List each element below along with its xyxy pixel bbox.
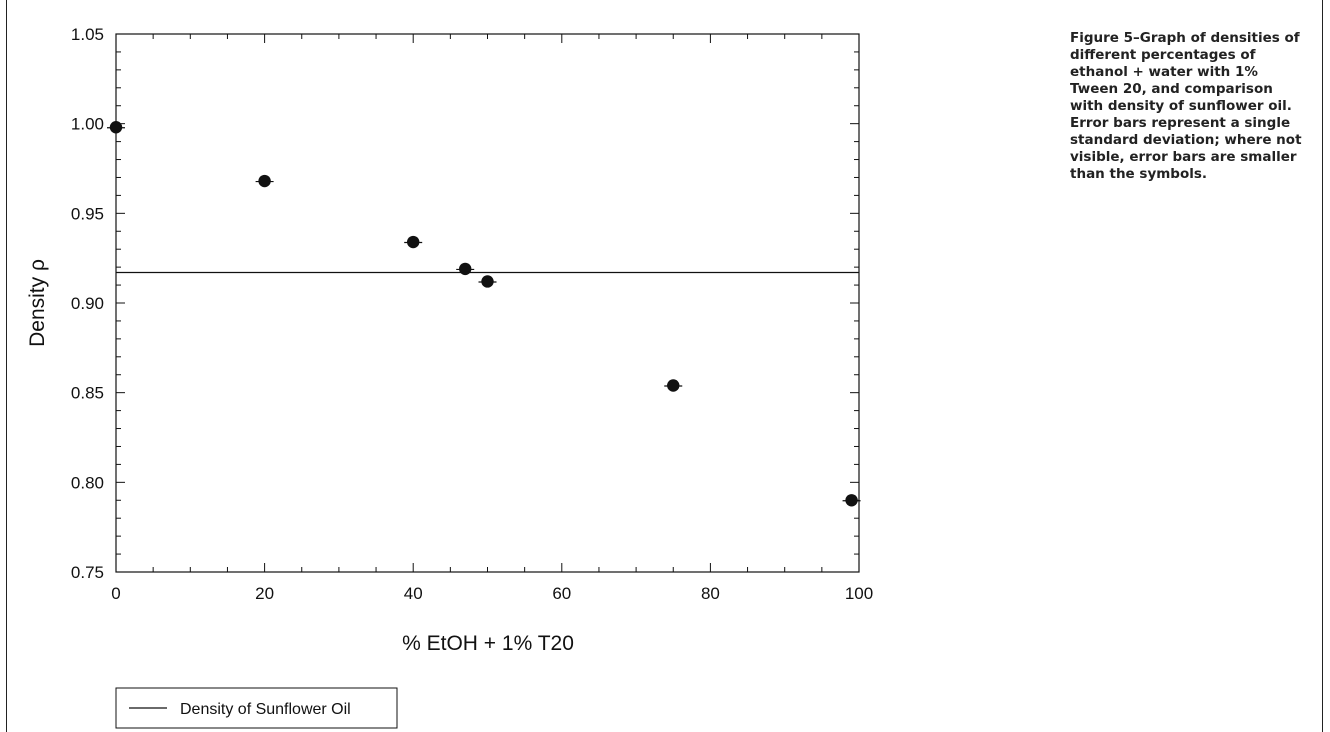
figure-frame	[6, 0, 1323, 732]
x-tick-label: 0	[111, 584, 120, 603]
y-tick-label: 0.90	[71, 294, 104, 313]
y-tick-label: 1.00	[71, 115, 104, 134]
density-chart: 0 20 40 60 80 100 0.75 0.80 0.85 0.90 0.95 1.00 1.05…	[26, 25, 873, 729]
y-axis-title: Density ρ	[26, 259, 49, 347]
data-point	[845, 494, 858, 507]
data-point	[481, 275, 494, 288]
legend: Density of Sunflower Oil	[115, 687, 398, 729]
y-tick-label: 0.75	[71, 563, 104, 582]
y-tick-label: 1.05	[71, 25, 104, 44]
y-tick-label: 0.80	[71, 473, 104, 492]
tick-labels: 0 20 40 60 80 100 0.75 0.80 0.85 0.90 0.95 1.00 1.05	[71, 25, 873, 603]
plot-area	[115, 33, 860, 573]
x-tick-label: 20	[255, 584, 274, 603]
x-tick-label: 80	[701, 584, 720, 603]
axis-ticks	[115, 33, 860, 573]
legend-label-sunflower-oil: Density of Sunflower Oil	[180, 701, 351, 718]
data-point	[109, 121, 123, 134]
x-tick-label: 40	[404, 584, 423, 603]
x-tick-label: 60	[552, 584, 571, 603]
data-point	[459, 262, 472, 276]
x-axis-title: % EtOH + 1% T20	[402, 632, 574, 655]
x-tick-label: 100	[845, 584, 873, 603]
y-tick-label: 0.95	[71, 204, 104, 223]
series-layer	[107, 121, 861, 507]
data-point	[407, 235, 420, 249]
figure-caption: Figure 5–Graph of densities of different…	[1070, 30, 1302, 182]
data-point	[667, 379, 680, 392]
y-tick-label: 0.85	[71, 384, 104, 403]
data-point	[258, 174, 271, 188]
